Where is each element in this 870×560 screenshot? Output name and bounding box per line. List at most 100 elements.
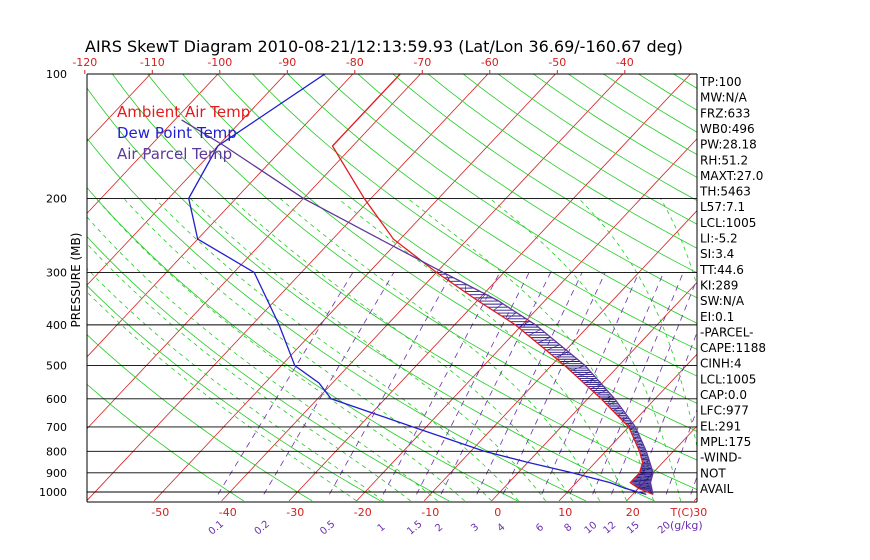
x-axis-label: T(C) [670, 506, 694, 519]
mixing-ratio-tick-label: 10 [583, 520, 600, 537]
mixing-ratio-line [440, 272, 552, 495]
mixing-ratio-tick-label: 1.5 [405, 519, 424, 538]
chart-axes: 1002003004005006007008009001000PRESSURE … [39, 56, 707, 537]
dry-adiabat-line [497, 74, 697, 202]
index-entry: PW:28.18 [700, 138, 757, 152]
mixing-ratio-line [476, 272, 583, 495]
cape-hatch-diagonal [639, 485, 652, 489]
cape-hatch-diagonal [622, 416, 629, 421]
isotherm-line [87, 74, 151, 143]
cape-hatch-diagonal [641, 456, 649, 461]
mixing-ratio-tick-label: 0.1 [207, 519, 226, 538]
top-tick-label: -60 [481, 56, 499, 69]
index-entry: LCL:1005 [700, 372, 756, 386]
cape-hatch-diagonal [629, 426, 636, 431]
bottom-tick-label: -30 [286, 506, 304, 519]
dry-adiabat-line [392, 74, 697, 274]
dry-adiabat-line [182, 74, 697, 432]
dry-adiabat-line [87, 383, 244, 502]
moist-adiabat-line [337, 198, 627, 502]
isotherm-line [87, 74, 219, 214]
index-entry: SW:N/A [700, 294, 745, 308]
cape-hatch-diagonal [577, 371, 591, 378]
cape-hatch-diagonal [634, 482, 651, 486]
cape-hatch-diagonal [637, 471, 653, 476]
isotherm-line [87, 74, 354, 358]
mixing-ratio-tick-label: 12 [601, 520, 618, 537]
mixing-ratio-line [382, 272, 501, 495]
dry-adiabat-line [217, 74, 697, 404]
dry-adiabat-line [87, 236, 450, 502]
index-entry: SI:3.4 [700, 247, 734, 261]
cape-hatch-diagonal [602, 395, 612, 401]
sounding-profiles [181, 74, 654, 496]
index-entry: TT:44.6 [699, 263, 744, 277]
index-entry: EL:291 [700, 419, 741, 433]
y-tick-label: 900 [46, 467, 67, 480]
cape-hatch-diagonal [518, 320, 531, 328]
mixing-ratio-tick-label: 8 [562, 522, 574, 535]
cape-hatch-diagonal [640, 452, 647, 457]
cape-hatch-diagonal [562, 358, 578, 365]
isotherm-line [221, 74, 624, 502]
mixing-ratio-tick-label: 4 [496, 522, 508, 535]
moist-adiabat-line [87, 243, 411, 502]
top-tick-label: -100 [207, 56, 232, 69]
dry-adiabat-line [427, 74, 697, 249]
isobar-lines [87, 197, 697, 493]
top-tick-label: -80 [346, 56, 364, 69]
cape-hatch-diagonal [639, 448, 646, 453]
chart-title: AIRS SkewT Diagram 2010-08-21/12:13:59.9… [85, 37, 683, 56]
dry-adiabat-line [87, 187, 518, 502]
isotherm-line [762, 53, 870, 501]
index-entry: -PARCEL- [700, 325, 754, 339]
cape-hatch-diagonal [528, 329, 542, 336]
y-tick-label: 300 [46, 266, 67, 279]
index-entry: LFC:977 [700, 404, 749, 418]
dry-adiabat-line [87, 137, 587, 502]
y-tick-label: 200 [46, 192, 67, 205]
dry-adiabat-line [672, 74, 697, 89]
cape-hatch-diagonal [630, 478, 652, 483]
isotherm-line [423, 210, 697, 502]
mixing-ratio-tick-label: 3 [469, 522, 481, 535]
isotherm-line [356, 138, 697, 502]
cape-hatch-diagonal [607, 400, 617, 406]
top-tick-label: -110 [140, 56, 165, 69]
top-tick-label: -90 [278, 56, 296, 69]
cape-hatch-diagonal [583, 377, 597, 384]
cape-hatch-diagonal [537, 336, 551, 344]
index-entry: FRZ:633 [700, 106, 750, 120]
isotherm-line [87, 74, 421, 430]
cape-hatch-diagonal [570, 365, 586, 371]
moist-adiabat-line [123, 198, 492, 502]
index-entry: NOT [700, 466, 726, 480]
cape-hatch-diagonal [596, 389, 607, 395]
top-tick-label: -50 [548, 56, 566, 69]
moist-adiabat-line [231, 198, 573, 502]
cape-hatch-diagonal [647, 489, 653, 493]
mixing-ratio-line [263, 272, 395, 495]
moist-adiabat-line [154, 198, 519, 502]
legend-entry: Ambient Air Temp [117, 103, 250, 121]
index-entry: MPL:175 [700, 435, 751, 449]
mixing-ratio-line [541, 272, 640, 495]
y-tick-label: 100 [46, 68, 67, 81]
cape-area [439, 273, 653, 494]
mixing-ratio-line [329, 272, 453, 495]
y-tick-label: 700 [46, 421, 67, 434]
mixing-ratio-tick-label: 1 [376, 522, 388, 535]
profile-dew-point-temp [188, 74, 647, 496]
cape-hatch-diagonal [612, 406, 621, 411]
isotherm-line [87, 74, 489, 502]
bottom-tick-label: -20 [354, 506, 372, 519]
isotherm-line [558, 353, 697, 502]
bottom-tick-label: 20 [626, 506, 640, 519]
moist-adiabat-line [87, 216, 438, 502]
dry-adiabat-line [146, 74, 697, 461]
mixing-ratio-tick-label: 0.2 [253, 519, 272, 538]
cape-hatch-diagonal [478, 293, 486, 302]
moist-adiabat-line [279, 198, 600, 502]
mixing-ratio-tick-label: 0.5 [318, 519, 337, 538]
